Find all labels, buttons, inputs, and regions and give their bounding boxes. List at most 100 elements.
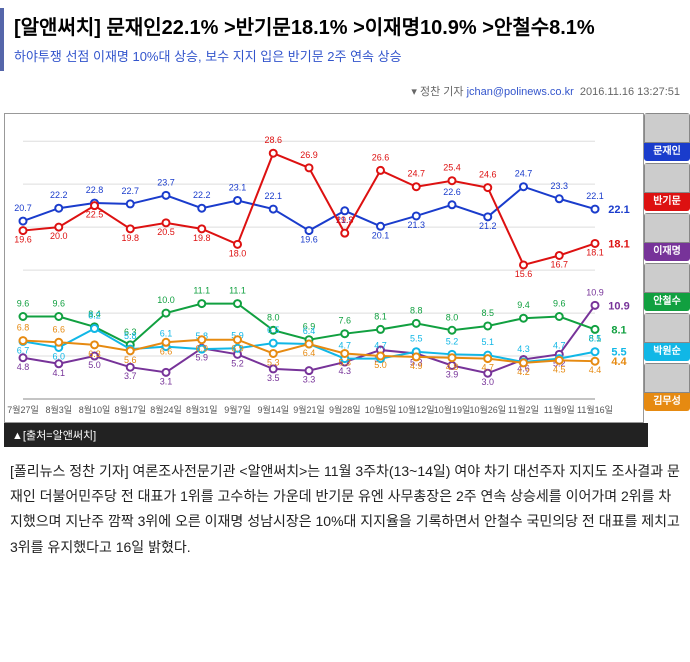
candidate-name: 안철수	[644, 293, 690, 311]
svg-text:18.1: 18.1	[608, 238, 629, 250]
svg-text:20.5: 20.5	[157, 227, 175, 237]
svg-text:26.9: 26.9	[300, 150, 318, 160]
svg-text:5.1: 5.1	[481, 337, 494, 347]
svg-text:23.1: 23.1	[229, 182, 247, 192]
svg-text:21.3: 21.3	[407, 220, 425, 230]
svg-text:6.0: 6.0	[52, 351, 65, 361]
byline-email[interactable]: jchan@polinews.co.kr	[467, 86, 574, 98]
svg-text:7.6: 7.6	[338, 316, 351, 326]
svg-text:22.5: 22.5	[86, 210, 104, 220]
svg-text:3.1: 3.1	[160, 376, 173, 386]
svg-text:15.6: 15.6	[515, 269, 533, 279]
svg-text:19.8: 19.8	[121, 233, 139, 243]
svg-text:5.0: 5.0	[88, 360, 101, 370]
svg-text:6.9: 6.9	[231, 344, 244, 354]
svg-text:9월28일: 9월28일	[329, 404, 361, 415]
svg-text:6.7: 6.7	[17, 345, 30, 355]
subheadline: 하야투쟁 선점 이재명 10%대 상승, 보수 지지 입은 반기문 2주 연속 …	[14, 46, 680, 65]
candidate-badge: 반기문	[644, 163, 690, 211]
svg-text:5.2: 5.2	[231, 358, 244, 368]
svg-text:5.3: 5.3	[267, 357, 280, 367]
svg-text:8.8: 8.8	[410, 305, 423, 315]
svg-text:10월12일: 10월12일	[398, 404, 435, 415]
svg-text:23.7: 23.7	[157, 177, 175, 187]
svg-text:4.3: 4.3	[338, 366, 351, 376]
svg-text:23.3: 23.3	[550, 181, 568, 191]
candidate-name: 문재인	[644, 143, 690, 161]
svg-text:22.6: 22.6	[443, 187, 461, 197]
svg-text:3.0: 3.0	[481, 377, 494, 387]
svg-text:20.0: 20.0	[50, 231, 68, 241]
svg-text:6.6: 6.6	[160, 346, 173, 356]
headline: [알앤써치] 문재인22.1% >반기문18.1% >이재명10.9% >안철수…	[14, 14, 680, 42]
svg-text:8.2: 8.2	[88, 311, 101, 321]
svg-text:11월2일: 11월2일	[508, 404, 539, 415]
svg-text:9월7일: 9월7일	[224, 404, 251, 415]
svg-text:9.4: 9.4	[517, 300, 530, 310]
candidate-photo	[644, 163, 690, 193]
svg-text:4.2: 4.2	[517, 367, 530, 377]
svg-text:5.9: 5.9	[195, 352, 208, 362]
svg-text:8.0: 8.0	[446, 312, 459, 322]
svg-text:16.7: 16.7	[550, 259, 568, 269]
svg-text:21.2: 21.2	[479, 221, 497, 231]
svg-text:22.8: 22.8	[86, 185, 104, 195]
svg-text:4.4: 4.4	[589, 365, 602, 375]
svg-text:4.3: 4.3	[517, 344, 530, 354]
svg-text:8.1: 8.1	[374, 311, 387, 321]
candidate-photo	[644, 113, 690, 143]
svg-text:4.9: 4.9	[410, 361, 423, 371]
candidate-photo	[644, 363, 690, 393]
candidate-badge: 김무성	[644, 363, 690, 411]
svg-text:5.0: 5.0	[374, 360, 387, 370]
svg-text:8월3일: 8월3일	[45, 404, 72, 415]
svg-text:18.0: 18.0	[229, 248, 247, 258]
svg-text:8.0: 8.0	[267, 312, 280, 322]
svg-text:10.0: 10.0	[157, 295, 175, 305]
svg-text:9.6: 9.6	[553, 299, 566, 309]
svg-text:4.8: 4.8	[17, 362, 30, 372]
svg-text:4.1: 4.1	[52, 368, 65, 378]
candidate-name: 이재명	[644, 243, 690, 261]
svg-text:8.5: 8.5	[481, 308, 494, 318]
svg-text:5.2: 5.2	[446, 336, 459, 346]
svg-text:22.1: 22.1	[264, 191, 282, 201]
svg-text:6.3: 6.3	[88, 349, 101, 359]
candidate-badge: 안철수	[644, 263, 690, 311]
svg-text:10.9: 10.9	[586, 287, 604, 297]
expand-icon[interactable]: ▾	[411, 86, 420, 98]
svg-text:24.6: 24.6	[479, 170, 497, 180]
article-body: [폴리뉴스 정찬 기자] 여론조사전문기관 <알앤써치>는 11월 3주차(13…	[0, 447, 690, 572]
byline-timestamp: 2016.11.16 13:27:51	[580, 86, 680, 98]
svg-text:28.6: 28.6	[264, 135, 282, 145]
svg-text:6.4: 6.4	[303, 348, 316, 358]
svg-text:18.1: 18.1	[586, 247, 604, 257]
svg-text:6.6: 6.6	[52, 324, 65, 334]
svg-text:10월5일: 10월5일	[365, 404, 397, 415]
candidate-legend: 문재인반기문이재명안철수박원순김무성	[644, 113, 690, 413]
svg-text:4.7: 4.7	[553, 341, 566, 351]
svg-text:11.1: 11.1	[193, 286, 210, 296]
svg-text:4.5: 4.5	[553, 364, 566, 374]
svg-text:22.1: 22.1	[586, 191, 604, 201]
svg-text:5.5: 5.5	[410, 334, 423, 344]
svg-text:3.7: 3.7	[124, 371, 137, 381]
svg-text:25.4: 25.4	[443, 163, 461, 173]
svg-text:19.8: 19.8	[193, 233, 211, 243]
candidate-photo	[644, 213, 690, 243]
svg-text:26.6: 26.6	[372, 152, 390, 162]
candidate-name: 반기문	[644, 193, 690, 211]
svg-text:6.4: 6.4	[303, 326, 316, 336]
svg-text:10월26일: 10월26일	[469, 404, 506, 415]
svg-text:10.9: 10.9	[608, 300, 629, 312]
candidate-badge: 문재인	[644, 113, 690, 161]
svg-text:11.1: 11.1	[229, 286, 246, 296]
candidate-photo	[644, 263, 690, 293]
svg-text:19.3: 19.3	[336, 215, 354, 225]
svg-text:8월31일: 8월31일	[186, 404, 218, 415]
svg-text:3.3: 3.3	[303, 375, 316, 385]
svg-text:11월9일: 11월9일	[544, 404, 575, 415]
svg-text:9.6: 9.6	[17, 299, 30, 309]
candidate-name: 박원순	[644, 343, 690, 361]
svg-text:22.7: 22.7	[121, 186, 139, 196]
